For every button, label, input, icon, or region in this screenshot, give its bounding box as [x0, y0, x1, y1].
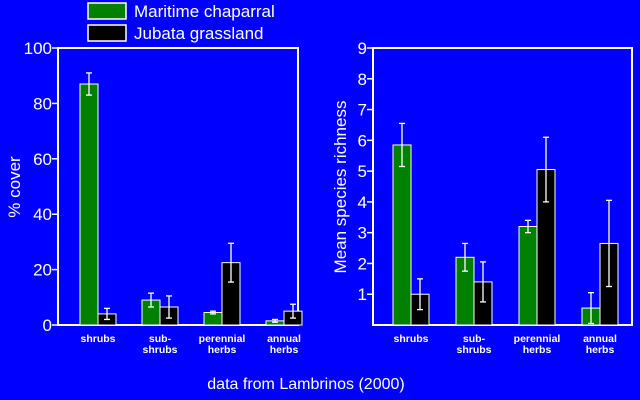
y-axis-label: % cover [5, 156, 24, 218]
y-tick-label: 60 [33, 150, 52, 169]
y-tick-label: 4 [358, 193, 367, 212]
x-category-label: annual herbs [583, 333, 617, 356]
bar-maritime [518, 226, 538, 326]
x-category-label: sub-shrubs [456, 333, 491, 356]
x-category-label: shrubs [393, 333, 428, 345]
x-category-label-line: perennial [199, 333, 246, 345]
x-category-label-line: shrubs [393, 333, 428, 345]
x-category-label-line: perennial [514, 333, 561, 345]
y-axis-label: Mean species richness [331, 101, 350, 274]
y-tick-label: 8 [358, 70, 367, 89]
x-category-label: annual herbs [267, 333, 301, 356]
x-category-label-line: sub- [149, 333, 172, 345]
x-category-label-line: shrubs [80, 333, 115, 345]
legend-label-jubata: Jubata grassland [134, 24, 263, 43]
y-tick-label: 40 [33, 205, 52, 224]
y-tick-label: 100 [24, 39, 52, 58]
plot-frame [372, 47, 633, 326]
x-category-label-line: annual [583, 333, 617, 345]
x-category-label-line: sub- [463, 333, 486, 345]
y-tick-label: 5 [358, 162, 367, 181]
y-tick-label: 80 [33, 94, 52, 113]
x-category-label-line: herbs [523, 344, 552, 356]
source-note: data from Lambrinos (2000) [207, 376, 404, 393]
x-category-label-line: annual [267, 333, 301, 345]
x-category-label-line: herbs [270, 344, 299, 356]
x-category-label: sub-shrubs [142, 333, 177, 356]
y-tick-label: 7 [358, 101, 367, 120]
x-category-label-line: herbs [208, 344, 237, 356]
legend-swatch-maritime [87, 2, 127, 20]
x-category-label: shrubs [80, 333, 115, 345]
x-category-label-line: shrubs [142, 344, 177, 356]
y-tick-label: 3 [358, 224, 367, 243]
bar-maritime [79, 83, 99, 326]
y-tick-label: 1 [358, 285, 367, 304]
legend: Maritime chaparral Jubata grassland [87, 2, 275, 43]
legend-label-maritime: Maritime chaparral [134, 2, 275, 21]
x-category-label: perennial herbs [514, 333, 561, 356]
y-tick-label: 2 [358, 254, 367, 273]
y-tick-label: 6 [358, 131, 367, 150]
legend-swatch-jubata [87, 24, 127, 42]
y-tick-label: 20 [33, 261, 52, 280]
x-category-label: perennial herbs [199, 333, 246, 356]
bar-maritime [392, 144, 412, 326]
x-category-label-line: shrubs [456, 344, 491, 356]
y-tick-label: 0 [43, 316, 52, 335]
y-tick-label: 9 [358, 39, 367, 58]
x-category-label-line: herbs [586, 344, 615, 356]
